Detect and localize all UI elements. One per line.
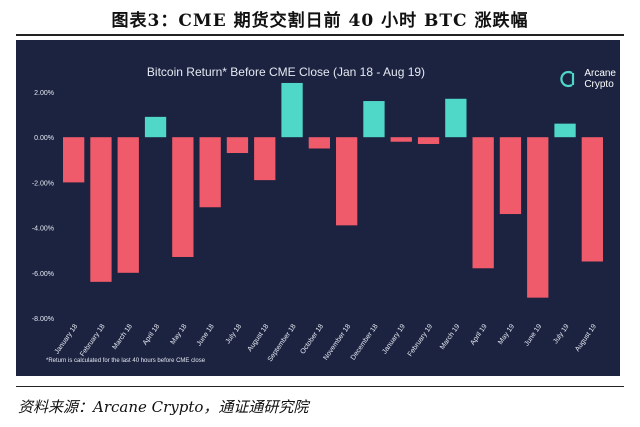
- x-tick-label: December 18: [350, 323, 380, 362]
- x-tick-label: September 18: [267, 323, 298, 363]
- source-note: 资料来源：Arcane Crypto，通证通研究院: [18, 398, 309, 416]
- bar: [226, 137, 249, 154]
- y-tick-label: 2.00%: [34, 90, 54, 97]
- bar: [63, 137, 85, 183]
- x-tick-label: January 18: [54, 323, 80, 355]
- x-tick-label: June 18: [196, 323, 216, 348]
- bar: [336, 137, 358, 226]
- x-tick-label: February 19: [407, 323, 434, 358]
- chart-panel: Bitcoin Return* Before CME Close (Jan 18…: [16, 40, 620, 376]
- brand-name-line1: Arcane: [584, 68, 616, 79]
- brand-logo: Arcane Crypto: [558, 68, 616, 90]
- bar: [90, 137, 112, 282]
- x-tick-label: July 18: [225, 323, 244, 345]
- x-tick-label: May 18: [170, 323, 189, 346]
- x-tick-label: April 19: [469, 323, 488, 347]
- bar: [390, 137, 412, 142]
- x-tick-label: May 19: [497, 323, 516, 346]
- x-tick-label: January 19: [381, 323, 407, 355]
- bottom-rule: [16, 386, 624, 387]
- bar: [445, 98, 467, 138]
- bar: [581, 137, 603, 262]
- bar: [554, 123, 576, 138]
- bar: [144, 116, 167, 138]
- bar: [499, 137, 522, 215]
- x-tick-label: March 18: [111, 323, 134, 351]
- arcane-logo-icon: [558, 69, 578, 89]
- y-tick-label: -6.00%: [32, 271, 54, 278]
- bar: [472, 137, 494, 269]
- chart-footnote: *Return is calculated for the last 40 ho…: [46, 358, 206, 364]
- x-tick-label: July 19: [552, 323, 571, 345]
- bar: [363, 101, 385, 138]
- figure-title: 图表3：CME 期货交割日前 40 小时 BTC 涨跌幅: [111, 11, 529, 31]
- x-tick-label: June 19: [523, 323, 543, 348]
- bar-chart: Bitcoin Return* Before CME Close (Jan 18…: [32, 65, 603, 364]
- x-tick-label: August 18: [247, 323, 271, 353]
- bar: [199, 137, 221, 208]
- x-tick-label: February 18: [79, 323, 106, 358]
- y-tick-label: 0.00%: [34, 135, 54, 142]
- chart-title: Bitcoin Return* Before CME Close (Jan 18…: [147, 65, 425, 79]
- bar: [527, 137, 549, 298]
- y-tick-label: -4.00%: [32, 226, 54, 233]
- x-tick-label: March 19: [439, 323, 462, 351]
- bar: [308, 137, 330, 149]
- y-tick-label: -2.00%: [32, 180, 54, 187]
- bar: [417, 137, 440, 144]
- top-rule: [16, 34, 624, 36]
- bar: [172, 137, 194, 257]
- x-tick-label: August 19: [574, 323, 598, 353]
- x-tick-label: October 18: [299, 323, 325, 355]
- bar: [254, 137, 276, 181]
- y-tick-label: -8.00%: [32, 316, 54, 323]
- brand-name-line2: Crypto: [584, 79, 614, 90]
- x-tick-label: November 18: [322, 323, 352, 362]
- x-tick-label: April 18: [142, 323, 161, 347]
- bar: [117, 137, 139, 273]
- bar: [281, 82, 303, 138]
